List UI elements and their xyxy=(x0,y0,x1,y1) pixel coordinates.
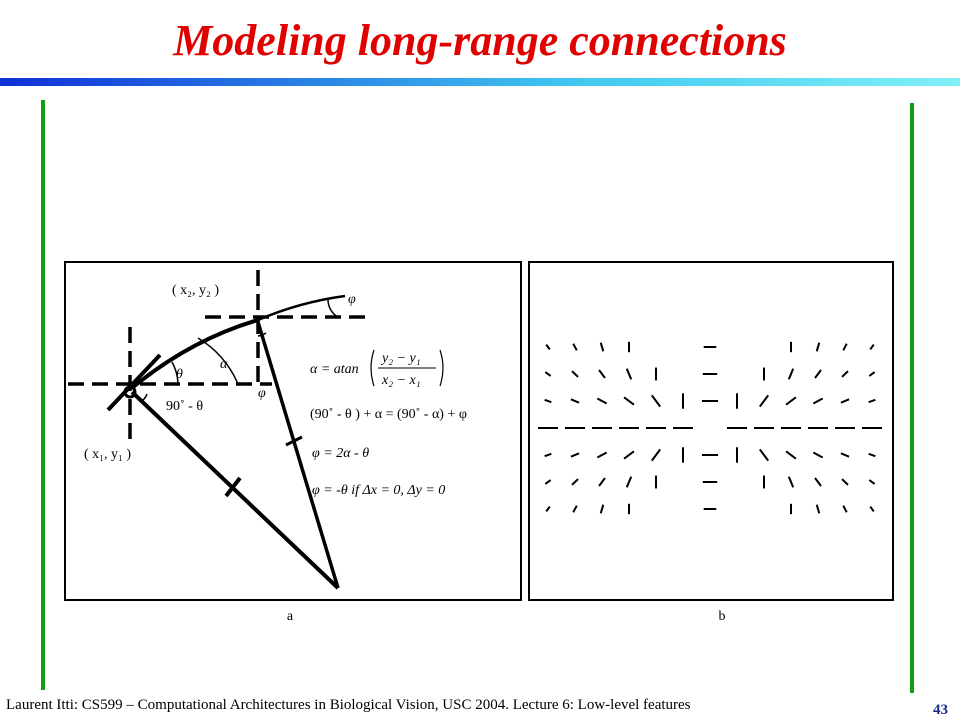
angle-label: 90˚ - θ xyxy=(166,399,203,414)
orientation-bar xyxy=(570,398,580,404)
equation: (90˚ - θ ) + α = (90˚ - α) + φ xyxy=(310,407,467,422)
angle-label: φ xyxy=(348,292,356,307)
orientation-bar xyxy=(545,344,551,350)
orientation-bar xyxy=(572,505,578,513)
equation: x₂ − x₁ xyxy=(381,373,421,388)
orientation-bar xyxy=(598,477,606,487)
angle-label: θ xyxy=(176,367,183,382)
orientation-bar xyxy=(840,452,850,458)
orientation-bar xyxy=(869,506,875,512)
equation: φ = 2α - θ xyxy=(312,446,369,461)
orientation-bar xyxy=(868,479,876,485)
orientation-bar xyxy=(787,476,795,488)
title-bar xyxy=(0,78,960,86)
orientation-bar xyxy=(545,506,551,512)
figure-label: b xyxy=(719,609,726,624)
orientation-bar xyxy=(598,369,606,379)
orientation-bar xyxy=(651,448,661,462)
orientation-bar xyxy=(596,397,608,405)
orientation-bar xyxy=(841,370,849,378)
panel-a xyxy=(64,261,522,601)
page-number: 43 xyxy=(933,702,948,718)
orientation-bar xyxy=(842,505,848,513)
equation: α = atan xyxy=(310,362,359,377)
orientation-bar xyxy=(785,396,797,406)
orientation-bar xyxy=(623,396,635,406)
orientation-bar xyxy=(544,452,552,458)
orientation-bar xyxy=(868,371,876,377)
orientation-bar xyxy=(787,368,795,380)
orientation-bar xyxy=(868,398,876,404)
orientation-bar xyxy=(572,343,578,351)
orientation-bar xyxy=(571,478,579,486)
panel-a-text: ( x₂, y₂ ) ( x₁, y₁ ) φ α θ 90˚ - θ φ α … xyxy=(84,283,467,498)
orientation-bar xyxy=(841,478,849,486)
orientation-bar xyxy=(812,397,824,405)
angle-label: α xyxy=(220,357,228,372)
point-label: ( x₁, y₁ ) xyxy=(84,447,131,462)
orientation-bar xyxy=(759,448,769,462)
orientation-bar xyxy=(570,452,580,458)
orientation-bar xyxy=(785,450,797,460)
orientation-bar xyxy=(544,398,552,404)
orientation-bar xyxy=(625,368,633,380)
orientation-bar xyxy=(544,479,552,485)
orientation-bar xyxy=(840,398,850,404)
orientation-bar xyxy=(596,451,608,459)
orientation-bar xyxy=(814,477,822,487)
orientation-bar xyxy=(599,342,605,352)
orientation-bar xyxy=(625,476,633,488)
angle-label: φ xyxy=(258,386,266,401)
side-line xyxy=(41,100,45,690)
equation: y₂ − y₁ xyxy=(380,351,421,366)
orientation-bar xyxy=(868,452,876,458)
orientation-bar xyxy=(814,369,822,379)
panel-b xyxy=(528,261,894,601)
orientation-bar xyxy=(869,344,875,350)
side-line xyxy=(910,103,914,693)
equation: φ = -θ if Δx = 0, Δy = 0 xyxy=(312,483,445,498)
orientation-bar xyxy=(815,342,821,352)
orientation-bar xyxy=(571,370,579,378)
orientation-bar xyxy=(651,394,661,408)
orientation-bar xyxy=(599,504,605,514)
orientation-field xyxy=(538,341,882,515)
orientation-bar xyxy=(812,451,824,459)
title: Modeling long-range connections xyxy=(172,16,787,65)
orientation-bar xyxy=(623,450,635,460)
orientation-bar xyxy=(815,504,821,514)
orientation-bar xyxy=(759,394,769,408)
orientation-bar xyxy=(842,343,848,351)
footer: Laurent Itti: CS599 – Computational Arch… xyxy=(6,697,691,713)
point-label: ( x₂, y₂ ) xyxy=(172,283,219,298)
figure-label: a xyxy=(287,609,294,624)
orientation-bar xyxy=(544,371,552,377)
